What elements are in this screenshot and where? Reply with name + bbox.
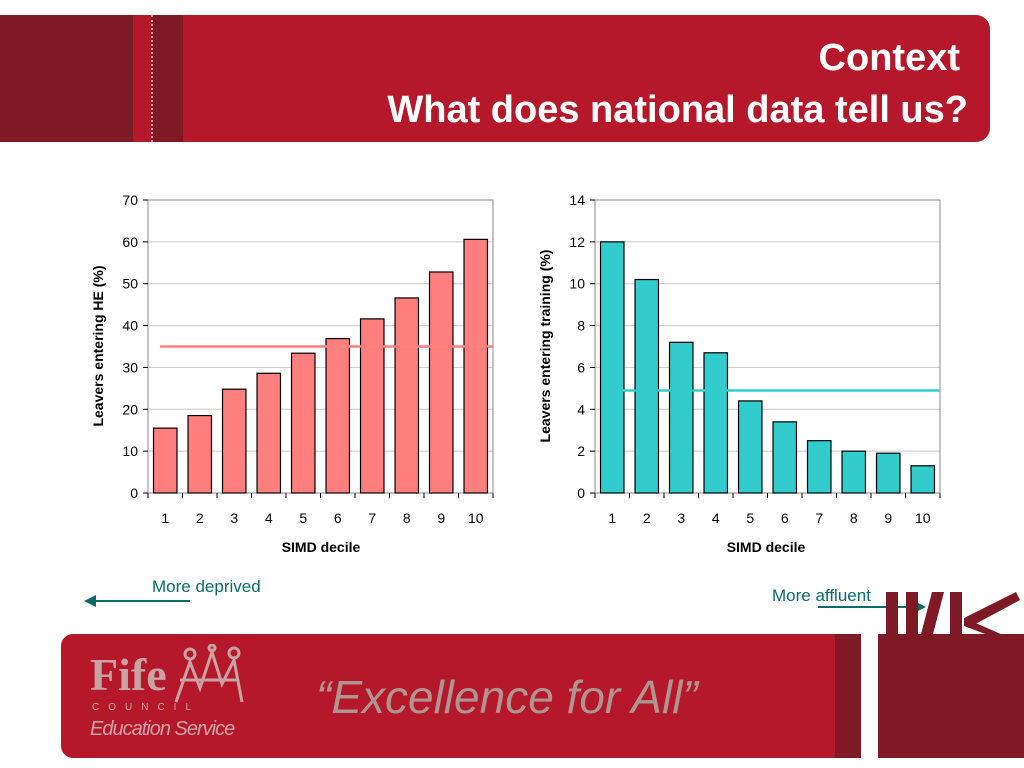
training-x-tick-label: 7 bbox=[815, 510, 823, 526]
footer-decor-stripe bbox=[835, 634, 861, 758]
he-bar bbox=[221, 388, 247, 494]
he-y-tick-label: 20 bbox=[122, 401, 138, 417]
logo-name: Fife bbox=[90, 649, 167, 700]
footer-decor-block bbox=[878, 634, 1024, 758]
training-x-axis-label: SIMD decile bbox=[727, 539, 806, 555]
he-y-tick-label: 50 bbox=[122, 276, 138, 292]
he-y-tick-label: 0 bbox=[130, 485, 138, 501]
he-x-tick-label: 4 bbox=[265, 510, 273, 526]
training-y-tick-label: 8 bbox=[577, 318, 585, 334]
training-bar bbox=[703, 352, 729, 494]
more-affluent-label: More affluent bbox=[772, 586, 871, 605]
he-y-tick-label: 10 bbox=[122, 443, 138, 459]
he-x-axis-label: SIMD decile bbox=[282, 539, 361, 555]
he-bar bbox=[325, 337, 351, 494]
he-bar bbox=[463, 238, 489, 494]
training-y-tick-label: 2 bbox=[577, 443, 585, 459]
training-y-tick-label: 10 bbox=[569, 276, 585, 292]
he-x-tick-label: 6 bbox=[334, 510, 342, 526]
he-x-tick-label: 7 bbox=[368, 510, 376, 526]
figures-logo-icon bbox=[174, 644, 244, 703]
training-x-ticks: 1 2 3 4 5 6 7 8 9 10 bbox=[594, 493, 941, 526]
training-y-axis-label: Leavers entering training (%) bbox=[537, 250, 553, 443]
training-y-tick-label: 0 bbox=[577, 485, 585, 501]
training-bar bbox=[599, 241, 625, 494]
slogan: “Excellence for All” bbox=[316, 671, 698, 723]
he-y-tick-label: 30 bbox=[122, 359, 138, 375]
training-y-tick-label: 14 bbox=[569, 192, 585, 208]
training-y-tick-label: 12 bbox=[569, 234, 585, 250]
logo-fragment-icon bbox=[886, 592, 1020, 638]
training-x-tick-label: 5 bbox=[746, 510, 754, 526]
he-x-tick-label: 2 bbox=[196, 510, 204, 526]
he-x-tick-label: 5 bbox=[299, 510, 307, 526]
he-bar bbox=[428, 271, 454, 494]
training-bar bbox=[634, 278, 660, 494]
he-y-tick-label: 60 bbox=[122, 234, 138, 250]
he-bar bbox=[256, 372, 282, 494]
training-x-tick-label: 2 bbox=[643, 510, 651, 526]
training-x-tick-label: 9 bbox=[884, 510, 892, 526]
he-y-tick-label: 70 bbox=[122, 192, 138, 208]
training-bar bbox=[841, 450, 867, 494]
training-x-tick-label: 4 bbox=[712, 510, 720, 526]
page-subtitle: What does national data tell us? bbox=[387, 89, 968, 131]
he-y-tick-label: 40 bbox=[122, 318, 138, 334]
he-x-tick-label: 3 bbox=[230, 510, 238, 526]
header-decor-block bbox=[0, 15, 133, 142]
training-bar bbox=[806, 440, 832, 494]
arrow-left-icon bbox=[84, 595, 190, 607]
training-y-tick-label: 6 bbox=[577, 359, 585, 375]
training-bar bbox=[875, 452, 901, 494]
training-x-tick-label: 6 bbox=[781, 510, 789, 526]
training-bar bbox=[910, 465, 936, 494]
he-y-ticks: 0 10 20 30 40 50 60 70 bbox=[122, 192, 148, 501]
header-decor-stripe bbox=[151, 15, 183, 142]
training-bar bbox=[737, 400, 763, 494]
training-x-tick-label: 1 bbox=[608, 510, 616, 526]
he-x-tick-label: 8 bbox=[403, 510, 411, 526]
he-bar bbox=[394, 297, 420, 494]
training-bar bbox=[772, 421, 798, 494]
he-bar bbox=[359, 318, 385, 494]
logo-council: COUNCIL bbox=[92, 702, 201, 713]
he-x-tick-label: 1 bbox=[161, 510, 169, 526]
training-bar bbox=[668, 341, 694, 494]
logo-service: Education Service bbox=[90, 718, 235, 740]
he-bar bbox=[152, 427, 178, 494]
he-x-ticks: 1 2 3 4 5 6 7 8 9 10 bbox=[147, 493, 494, 526]
he-x-tick-label: 10 bbox=[468, 510, 484, 526]
more-deprived-label: More deprived bbox=[152, 577, 261, 596]
he-y-axis-label: Leavers entering HE (%) bbox=[90, 265, 106, 426]
he-bars bbox=[152, 238, 489, 494]
he-bar bbox=[187, 414, 213, 494]
training-y-tick-label: 4 bbox=[577, 401, 585, 417]
page-title: Context bbox=[818, 37, 960, 79]
he-bar bbox=[290, 352, 316, 494]
training-x-tick-label: 10 bbox=[915, 510, 931, 526]
training-x-tick-label: 3 bbox=[677, 510, 685, 526]
training-x-tick-label: 8 bbox=[850, 510, 858, 526]
he-x-tick-label: 9 bbox=[437, 510, 445, 526]
training-y-ticks: 0 2 4 6 8 10 12 14 bbox=[569, 192, 595, 501]
training-bars bbox=[599, 241, 936, 494]
